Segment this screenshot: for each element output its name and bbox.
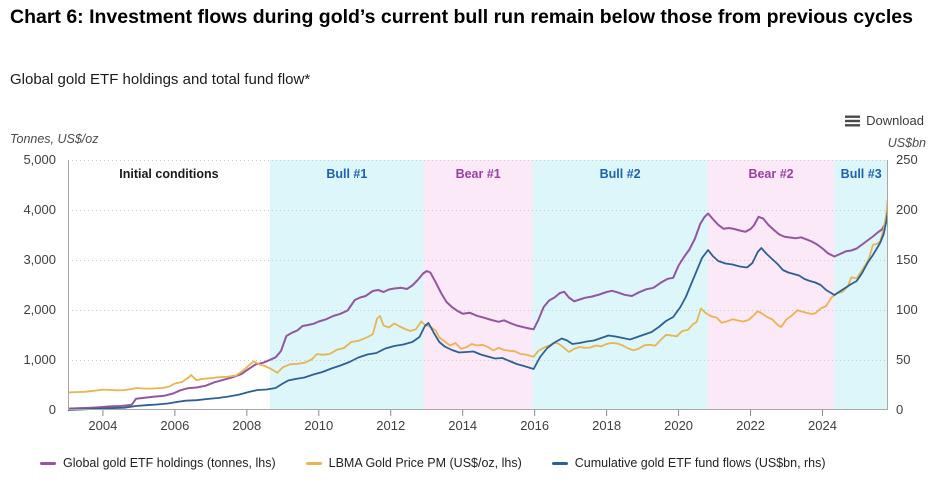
x-tick-label: 2010	[304, 418, 334, 433]
legend-label: Cumulative gold ETF fund flows (US$bn, r…	[574, 456, 826, 470]
x-tick-label: 2022	[736, 418, 766, 433]
series-line	[68, 209, 888, 411]
x-tick-label: 2020	[664, 418, 694, 433]
chart-svg	[68, 160, 888, 416]
legend-item-etf-holdings[interactable]: Global gold ETF holdings (tonnes, lhs)	[40, 456, 276, 470]
y-tick-label: 2,000	[23, 302, 56, 317]
legend-swatch-etf-holdings	[40, 461, 56, 465]
download-menu-icon	[845, 115, 861, 126]
y-tick-label: 150	[896, 252, 918, 267]
y-tick-label: 100	[896, 302, 918, 317]
phase-band	[423, 160, 533, 410]
series-line	[68, 196, 888, 394]
download-button[interactable]: Download	[845, 113, 924, 128]
chart-subtitle: Global gold ETF holdings and total fund …	[10, 71, 311, 88]
legend-item-fund-flows[interactable]: Cumulative gold ETF fund flows (US$bn, r…	[551, 456, 826, 470]
chart-legend: Global gold ETF holdings (tonnes, lhs) L…	[40, 456, 826, 470]
phase-band	[269, 160, 424, 410]
y-tick-label: 250	[896, 152, 918, 167]
phase-band	[532, 160, 708, 410]
chart-area: 5,000 4,000 3,000 2,000 1,000 0 250 200 150 100 5…	[0, 152, 936, 460]
series-line	[68, 210, 888, 410]
x-tick-label: 2012	[376, 418, 406, 433]
plot-area	[68, 160, 888, 418]
y-tick-label: 3,000	[23, 252, 56, 267]
left-axis-ticks: 5,000 4,000 3,000 2,000 1,000 0	[0, 152, 62, 417]
legend-label: LBMA Gold Price PM (US$/oz, lhs)	[328, 456, 522, 470]
y-tick-label: 0	[896, 402, 904, 417]
legend-item-gold-price[interactable]: LBMA Gold Price PM (US$/oz, lhs)	[305, 456, 522, 470]
phase-band	[707, 160, 835, 410]
legend-label: Global gold ETF holdings (tonnes, lhs)	[63, 456, 276, 470]
y-tick-label: 0	[48, 402, 56, 417]
y-tick-label: 50	[896, 352, 911, 367]
legend-swatch-gold-price	[305, 461, 322, 465]
x-tick-label: 2008	[232, 418, 262, 433]
download-label: Download	[866, 113, 924, 128]
y-tick-label: 4,000	[23, 202, 56, 217]
y-tick-label: 1,000	[23, 352, 56, 367]
x-tick-label: 2006	[160, 418, 190, 433]
left-axis-caption: Tonnes, US$/oz	[10, 132, 99, 146]
x-tick-label: 2004	[88, 418, 118, 433]
phase-band	[834, 160, 888, 410]
x-tick-label: 2014	[448, 418, 478, 433]
x-axis-ticks: 2004 2006 2008 2010 2012 2014 2016 2018 2020 2022…	[68, 418, 888, 436]
right-axis-caption: US$bn	[887, 136, 926, 150]
legend-swatch-fund-flows	[551, 461, 568, 465]
y-tick-label: 5,000	[23, 152, 56, 167]
x-tick-label: 2016	[520, 418, 550, 433]
x-tick-label: 2018	[592, 418, 622, 433]
chart-title: Chart 6: Investment flows during gold’s …	[10, 6, 913, 28]
x-tick-label: 2024	[808, 418, 837, 433]
right-axis-ticks: 250 200 150 100 50 0	[896, 152, 936, 417]
y-tick-label: 200	[896, 202, 918, 217]
